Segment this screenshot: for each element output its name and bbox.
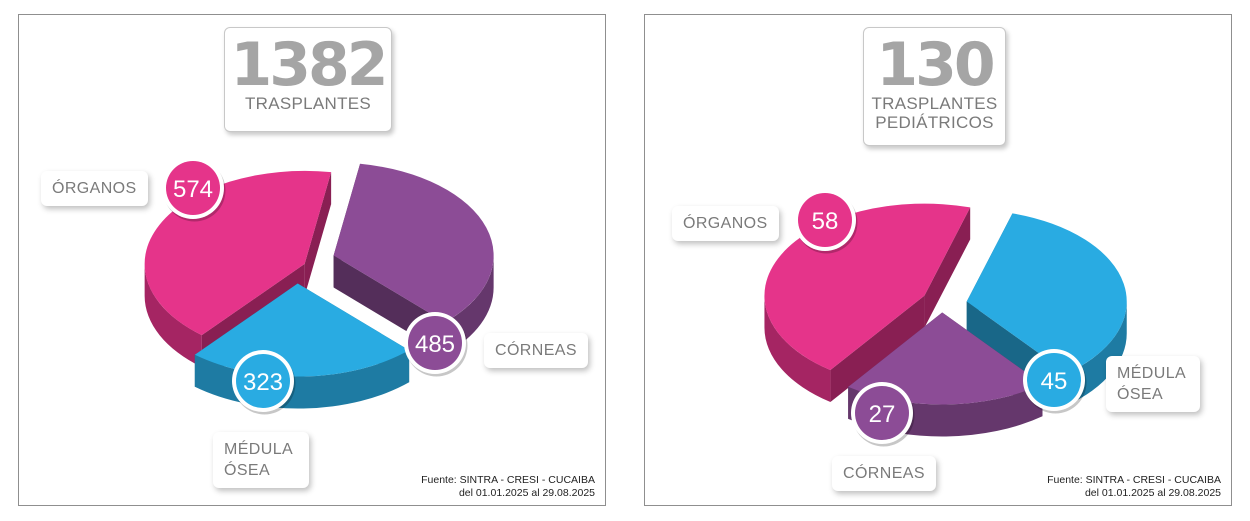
legend-tag-medula: MÉDULA ÓSEA bbox=[213, 432, 309, 488]
source-line-1-pediatric: Fuente: SINTRA - CRESI - CUCAIBA bbox=[1047, 474, 1221, 486]
total-number-pediatric: 130 bbox=[876, 30, 995, 100]
total-box: 1382 TRASPLANTES bbox=[224, 27, 392, 132]
legend-tag-organos: ÓRGANOS bbox=[41, 171, 148, 206]
value-label-medula: 323 bbox=[243, 369, 283, 396]
chart-panel-pediatric: 130 TRASPLANTES PEDIÁTRICOS 58 45 27 ÓRGAN… bbox=[644, 14, 1232, 506]
pie-slice-medula bbox=[194, 283, 410, 409]
source-note-pediatric: Fuente: SINTRA - CRESI - CUCAIBA del 01.… bbox=[1047, 474, 1221, 500]
pie-chart-total: 574 485 323 bbox=[144, 157, 494, 415]
source-line-1: Fuente: SINTRA - CRESI - CUCAIBA bbox=[421, 474, 595, 486]
value-label-corneas: 485 bbox=[415, 331, 455, 358]
value-bubble-corneas: 485 bbox=[404, 312, 468, 377]
legend-tag-organos-pediatric: ÓRGANOS bbox=[672, 206, 779, 241]
chart-panel-total: 1382 TRASPLANTES 574 485 323 ÓRGANOS CÓRNE… bbox=[18, 14, 606, 506]
source-note: Fuente: SINTRA - CRESI - CUCAIBA del 01.… bbox=[421, 474, 595, 500]
value-bubble-medula: 45 bbox=[1023, 349, 1087, 414]
total-label-pediatric: TRASPLANTES PEDIÁTRICOS bbox=[871, 94, 998, 132]
value-bubble-medula: 323 bbox=[232, 350, 296, 415]
value-label-organos: 574 bbox=[173, 176, 213, 203]
legend-tag-corneas: CÓRNEAS bbox=[484, 333, 588, 368]
total-box-pediatric: 130 TRASPLANTES PEDIÁTRICOS bbox=[863, 27, 1006, 146]
source-line-2: del 01.01.2025 al 29.08.2025 bbox=[458, 487, 595, 499]
value-bubble-corneas: 27 bbox=[851, 382, 915, 447]
source-line-2-pediatric: del 01.01.2025 al 29.08.2025 bbox=[1084, 487, 1221, 499]
total-number: 1382 bbox=[230, 30, 389, 100]
legend-tag-medula-pediatric: MÉDULA ÓSEA bbox=[1106, 356, 1200, 412]
pie-slice-corneas bbox=[848, 312, 1043, 437]
legend-tag-corneas-pediatric: CÓRNEAS bbox=[832, 456, 936, 491]
total-label: TRASPLANTES bbox=[244, 94, 372, 113]
value-bubble-organos: 574 bbox=[162, 157, 226, 222]
value-label-organos: 58 bbox=[812, 208, 839, 235]
value-bubble-organos: 58 bbox=[794, 189, 858, 254]
pie-chart-pediatric: 58 45 27 bbox=[764, 189, 1127, 447]
value-label-medula: 45 bbox=[1041, 368, 1068, 395]
value-label-corneas: 27 bbox=[869, 401, 896, 428]
